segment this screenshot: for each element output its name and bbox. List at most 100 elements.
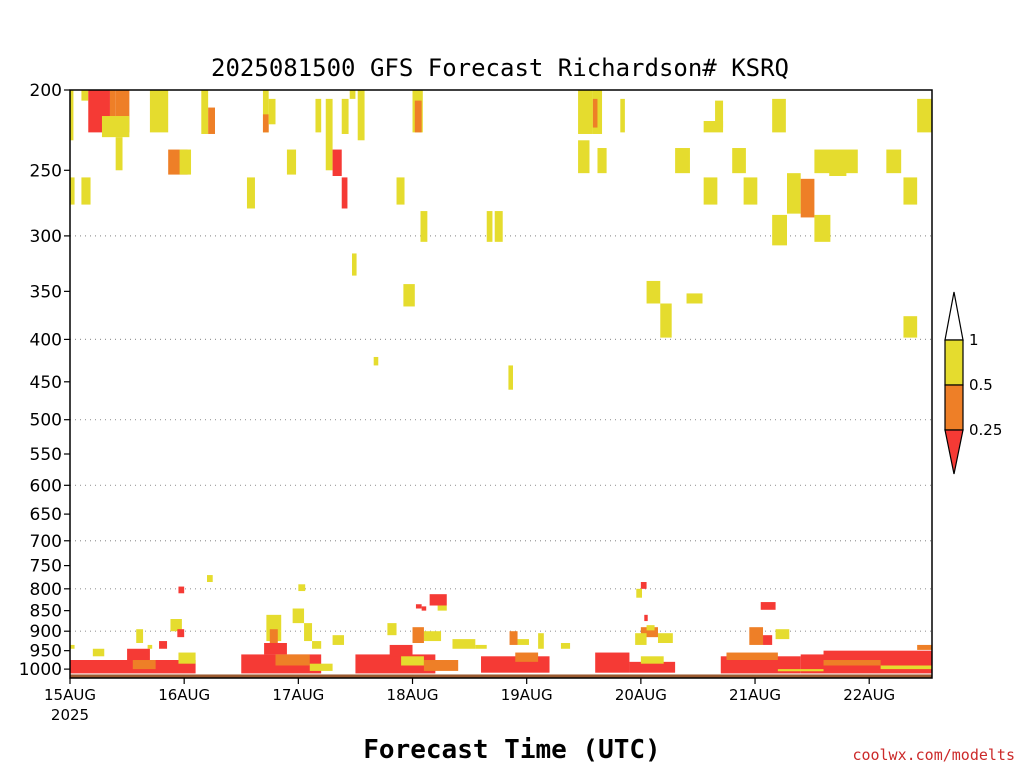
data-cell: [597, 148, 607, 174]
data-cell: [178, 586, 185, 594]
credit-text: coolwx.com/modelts: [852, 746, 1015, 764]
data-cell: [179, 149, 192, 175]
data-cell: [636, 588, 643, 598]
data-cell: [635, 633, 647, 645]
data-cell: [726, 652, 778, 661]
x-axis-ticks: 15AUG 2025 16AUG 17AUG 18AUG 19AUG 20AUG 21AUG 2…: [44, 678, 895, 724]
data-cell: [494, 211, 503, 242]
data-cell: [437, 605, 447, 611]
x-tick-sublabel: 2025: [51, 706, 89, 724]
data-cell: [644, 614, 648, 622]
data-cell: [412, 627, 424, 644]
data-cell: [298, 584, 306, 592]
data-cell: [629, 661, 676, 673]
data-cell: [646, 280, 661, 304]
data-cell: [772, 98, 786, 133]
data-cell: [373, 356, 379, 366]
ground-layer: [70, 674, 932, 678]
data-cell: [508, 365, 513, 390]
data-cell: [743, 177, 758, 205]
data-cell: [578, 90, 593, 134]
data-cell: [403, 284, 415, 307]
data-cell: [421, 606, 427, 611]
data-cell: [136, 629, 144, 644]
data-cell: [823, 660, 881, 666]
data-cell: [264, 643, 287, 655]
x-tick-label: 21AUG: [729, 686, 781, 704]
x-axis-label: Forecast Time (UTC): [363, 735, 660, 765]
data-cell: [814, 214, 831, 242]
data-cell: [147, 644, 153, 649]
data-cell: [814, 149, 858, 174]
data-cell: [81, 177, 91, 205]
colorbar-label: 0.25: [969, 421, 1002, 439]
y-tick-label: 800: [30, 580, 62, 600]
data-cell: [452, 639, 476, 649]
x-tick-label: 16AUG: [158, 686, 210, 704]
data-cell: [515, 652, 539, 662]
data-cell: [423, 660, 459, 671]
plot-frame: [69, 89, 933, 679]
colorbar-top-arrow: [944, 291, 964, 341]
data-cell: [917, 98, 932, 133]
y-tick-label: 400: [30, 330, 62, 350]
y-tick-label: 950: [30, 642, 62, 662]
y-tick-label: 250: [30, 161, 62, 181]
data-cell: [127, 648, 150, 661]
data-cell: [592, 98, 598, 128]
data-cell: [341, 177, 348, 209]
data-cell: [401, 656, 424, 666]
data-cell: [686, 293, 703, 304]
x-tick-label: 18AUG: [387, 686, 439, 704]
data-cell: [389, 644, 413, 657]
data-cell: [269, 629, 278, 645]
data-cell: [332, 149, 342, 177]
data-cell: [595, 652, 630, 673]
colorbar: 1 0.5 0.25: [944, 291, 1002, 475]
data-cell: [703, 177, 718, 205]
data-cell: [775, 629, 790, 640]
data-cell: [292, 608, 305, 624]
chart-title: 2025081500 GFS Forecast Richardson# KSRQ: [211, 54, 789, 82]
colorbar-label: 0.5: [969, 376, 993, 394]
data-cell: [70, 644, 75, 649]
y-tick-label: 700: [30, 532, 62, 552]
data-cell: [357, 90, 365, 141]
data-cell: [640, 627, 658, 638]
data-cell: [423, 631, 442, 642]
y-tick-label: 350: [30, 282, 62, 302]
y-tick-label: 1000: [19, 660, 62, 680]
data-cell: [208, 107, 215, 134]
colorbar-bin: [944, 339, 964, 386]
data-cell: [70, 90, 74, 141]
colorbar-bin: [944, 384, 964, 431]
y-tick-label: 650: [30, 505, 62, 525]
y-tick-label: 850: [30, 602, 62, 622]
data-cell: [538, 633, 544, 649]
data-cell: [170, 619, 182, 632]
data-cell: [268, 98, 276, 125]
data-cell: [486, 211, 493, 242]
data-cells: [70, 90, 932, 674]
data-cell: [352, 253, 357, 276]
x-tick-label: 22AUG: [843, 686, 895, 704]
y-tick-label: 900: [30, 622, 62, 642]
data-cell: [749, 627, 764, 645]
data-cell: [823, 650, 932, 659]
data-cell: [886, 149, 902, 174]
data-cell: [880, 665, 932, 670]
y-tick-label: 300: [30, 227, 62, 247]
data-cell: [640, 656, 664, 664]
data-cell: [917, 644, 932, 650]
x-tick-label: 20AUG: [615, 686, 667, 704]
data-cell: [800, 178, 815, 218]
data-cell: [760, 602, 776, 610]
data-cell: [177, 629, 185, 638]
data-cell: [325, 98, 333, 171]
data-cell: [312, 641, 322, 649]
data-cell: [207, 575, 213, 583]
y-tick-label: 500: [30, 411, 62, 431]
data-cell: [715, 100, 724, 128]
data-cell: [304, 623, 313, 642]
